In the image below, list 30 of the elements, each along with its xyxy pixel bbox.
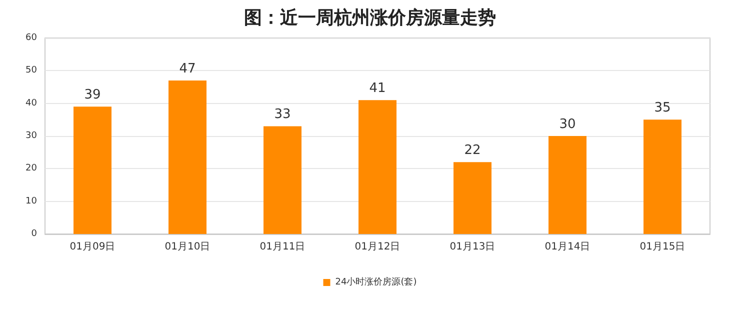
y-tick-label: 60 bbox=[26, 33, 38, 43]
bar bbox=[264, 126, 302, 234]
bar bbox=[74, 106, 112, 234]
bar bbox=[644, 120, 682, 234]
data-label: 47 bbox=[179, 61, 196, 76]
x-tick-label: 01月11日 bbox=[260, 242, 306, 252]
y-tick-label: 10 bbox=[26, 196, 38, 206]
data-label: 30 bbox=[559, 117, 576, 132]
x-tick-label: 01月09日 bbox=[70, 242, 116, 252]
legend-label: 24小时涨价房源(套) bbox=[335, 276, 417, 288]
y-tick-label: 30 bbox=[26, 131, 38, 141]
data-label: 22 bbox=[464, 143, 481, 158]
y-tick-label: 20 bbox=[26, 164, 38, 174]
y-tick-label: 40 bbox=[26, 98, 38, 108]
data-label: 33 bbox=[274, 107, 291, 122]
x-tick-label: 01月12日 bbox=[354, 242, 400, 252]
bar bbox=[454, 162, 492, 234]
bar bbox=[168, 80, 206, 234]
bar bbox=[548, 136, 586, 234]
x-tick-label: 01月14日 bbox=[544, 242, 590, 252]
x-tick-label: 01月13日 bbox=[450, 242, 496, 252]
x-tick-label: 01月15日 bbox=[640, 242, 686, 252]
chart-title: 图：近一周杭州涨价房源量走势 bbox=[244, 8, 496, 28]
y-tick-label: 0 bbox=[31, 229, 38, 239]
x-tick-label: 01月10日 bbox=[164, 242, 210, 252]
data-label: 35 bbox=[654, 100, 671, 116]
y-tick-label: 50 bbox=[26, 66, 38, 76]
data-label: 39 bbox=[84, 88, 101, 103]
data-label: 41 bbox=[369, 81, 386, 96]
bar bbox=[358, 100, 396, 234]
